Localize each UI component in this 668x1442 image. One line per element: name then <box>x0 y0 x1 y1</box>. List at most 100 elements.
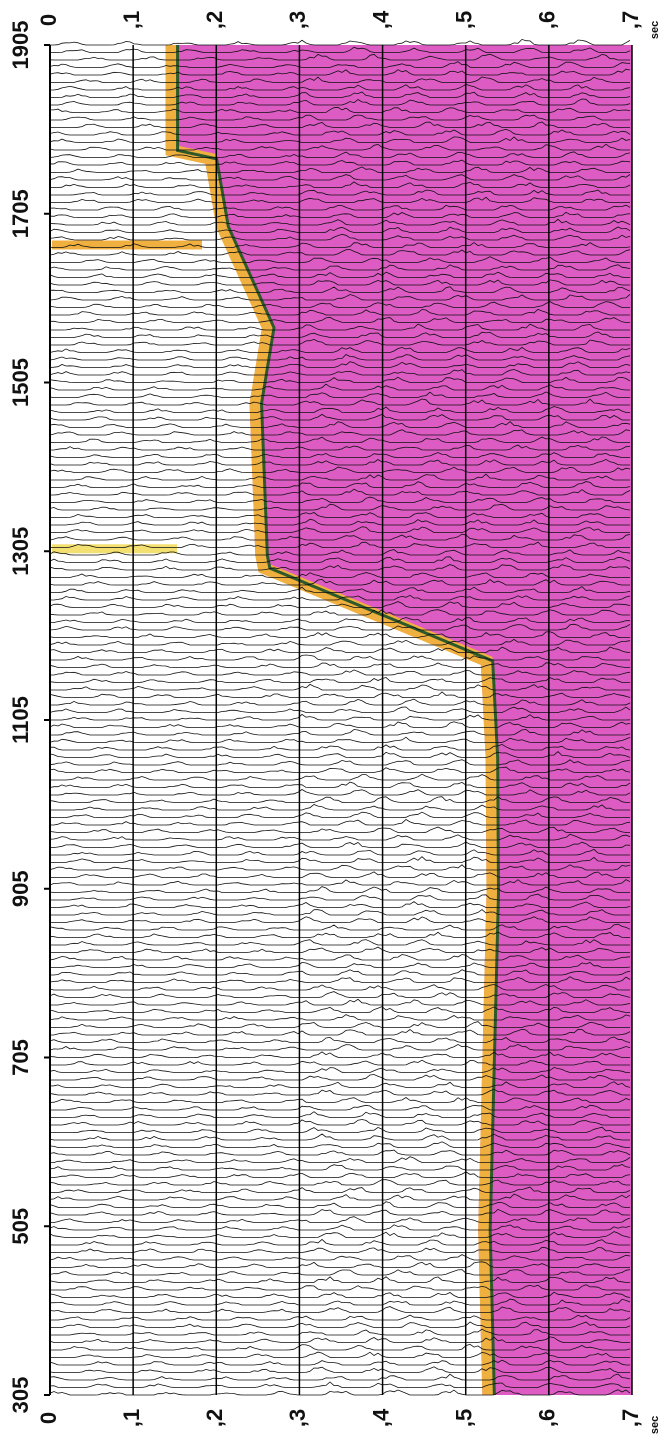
wiggle <box>50 76 630 83</box>
wiggle <box>49 1224 631 1231</box>
wiggle <box>50 909 630 916</box>
y-tick-label: 505 <box>8 1208 33 1245</box>
y-tick-label: 1305 <box>8 527 33 576</box>
wiggle <box>50 856 630 863</box>
wiggle <box>49 106 631 113</box>
wiggle <box>49 452 630 458</box>
wiggle <box>50 669 631 676</box>
wiggle <box>49 233 631 241</box>
wiggle <box>50 939 630 946</box>
wiggle <box>50 729 631 736</box>
wiggle <box>49 1254 631 1261</box>
wiggle <box>49 376 631 383</box>
wiggle <box>49 564 631 571</box>
wiggle <box>49 1366 630 1373</box>
wiggle <box>50 398 630 406</box>
wiggle <box>49 1006 630 1013</box>
wiggle <box>50 804 630 811</box>
wiggle <box>50 526 630 533</box>
wiggle <box>50 1119 631 1126</box>
wiggle <box>50 189 630 196</box>
wiggle <box>50 166 630 173</box>
wiggle <box>49 646 631 653</box>
x-tick-label: 0 <box>36 1412 61 1424</box>
wiggle <box>49 294 631 301</box>
wiggle <box>49 383 630 391</box>
wiggle <box>49 1381 630 1388</box>
wiggle <box>49 211 631 218</box>
wiggle <box>50 1328 630 1336</box>
wiggle <box>50 946 630 953</box>
x-tick-label: ,2 <box>202 11 227 29</box>
wiggle <box>49 781 631 788</box>
wiggle <box>49 1276 630 1283</box>
horizon-band <box>165 45 499 1396</box>
wiggle <box>49 954 631 961</box>
wiggle <box>50 848 630 856</box>
wiggle <box>50 242 631 248</box>
x-axis-label: sec <box>649 1416 661 1434</box>
wiggle <box>49 751 631 758</box>
wiggle <box>50 1343 631 1351</box>
wiggle <box>50 114 631 121</box>
wiggle <box>50 518 630 526</box>
wiggle <box>50 586 631 593</box>
marker-band <box>52 544 177 554</box>
wiggle <box>49 1238 630 1246</box>
marker-band <box>52 240 202 250</box>
wiggle <box>49 361 631 368</box>
wiggle <box>49 691 631 698</box>
wiggle <box>49 549 631 556</box>
wiggle <box>50 91 631 98</box>
wiggle <box>49 706 631 713</box>
wiggle <box>49 256 630 263</box>
x-tick-label: ,5 <box>452 1409 477 1427</box>
wiggle <box>49 1014 631 1021</box>
wiggle <box>50 916 630 923</box>
y-tick-label: 305 <box>8 1377 33 1414</box>
wiggle <box>49 556 631 563</box>
wiggle <box>49 1081 631 1088</box>
wiggle <box>49 1336 630 1343</box>
wiggle <box>49 1306 631 1313</box>
wiggle <box>49 991 631 998</box>
wiggle <box>50 1028 631 1036</box>
wiggle <box>50 1314 631 1321</box>
wiggle <box>50 1216 631 1223</box>
wiggle <box>49 503 631 511</box>
wiggle <box>50 1171 631 1178</box>
wiggle <box>49 1359 630 1366</box>
x-tick-label: ,4 <box>368 1408 393 1427</box>
horizon-edge <box>176 45 501 1396</box>
wiggle <box>50 1021 630 1028</box>
wiggle <box>49 743 631 751</box>
wiggle <box>49 316 630 323</box>
wiggle <box>49 1269 631 1276</box>
wiggle <box>50 1261 630 1268</box>
wiggle <box>49 609 630 616</box>
y-tick-label: 1905 <box>8 21 33 70</box>
wiggle <box>49 1193 631 1201</box>
wiggle <box>49 864 631 871</box>
wiggle <box>49 1201 630 1208</box>
wiggle <box>50 83 631 91</box>
wiggle <box>50 901 631 908</box>
wiggle <box>49 759 631 766</box>
wiggle <box>49 931 630 938</box>
x-tick-label: ,4 <box>368 10 393 29</box>
x-tick-label: ,7 <box>618 11 643 29</box>
wiggle <box>50 46 631 53</box>
wiggle <box>50 331 630 338</box>
wiggle <box>49 429 631 436</box>
wiggle <box>49 984 630 991</box>
wiggle <box>49 638 631 646</box>
wiggle <box>49 1067 630 1073</box>
wiggle <box>50 1074 630 1081</box>
wiggle <box>49 466 631 473</box>
wiggle <box>49 346 631 353</box>
wiggle <box>50 481 631 488</box>
x-tick-label: ,5 <box>452 11 477 29</box>
wiggle <box>50 594 631 601</box>
wiggle <box>49 886 630 893</box>
wiggle <box>49 1291 631 1298</box>
